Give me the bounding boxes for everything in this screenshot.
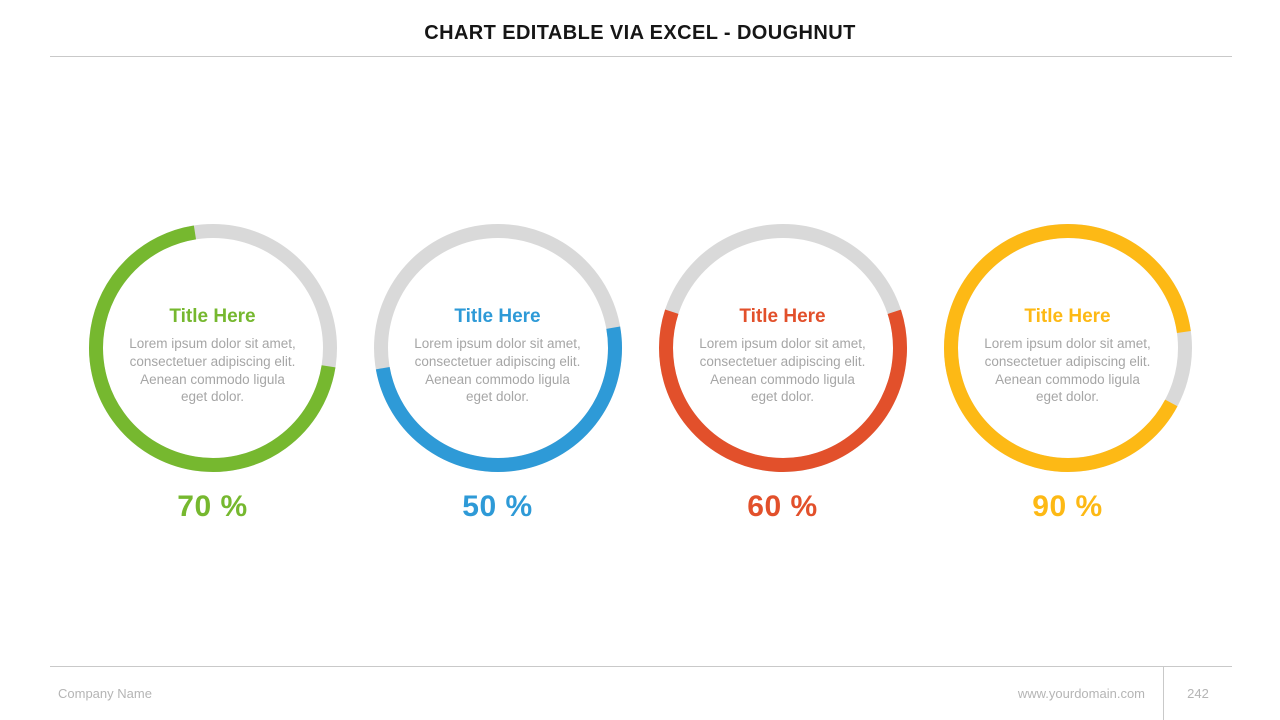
doughnut-chart (373, 224, 622, 472)
doughnut-card-3: Title Here Lorem ipsum dolor sit amet, c… (640, 223, 925, 524)
doughnut-card-2: Title Here Lorem ipsum dolor sit amet, c… (355, 223, 640, 524)
chart-description: Lorem ipsum dolor sit amet, consectetuer… (414, 335, 581, 405)
chart-description: Lorem ipsum dolor sit amet, consectetuer… (699, 335, 866, 405)
header-divider (50, 56, 1232, 57)
doughnut-chart (658, 224, 907, 472)
doughnut-chart (943, 224, 1192, 472)
doughnut-text: Title Here Lorem ipsum dolor sit amet, c… (88, 223, 338, 473)
page-title: CHART EDITABLE VIA EXCEL - DOUGHNUT (424, 22, 856, 44)
company-name: Company Name (58, 686, 152, 701)
chart-title: Title Here (454, 305, 541, 327)
website-domain: www.yourdomain.com (1017, 686, 1145, 701)
doughnut-card-4: Title Here Lorem ipsum dolor sit amet, c… (925, 223, 1210, 524)
doughnut-text: Title Here Lorem ipsum dolor sit amet, c… (658, 223, 908, 473)
chart-title: Title Here (169, 305, 256, 327)
doughnut-wrap: Title Here Lorem ipsum dolor sit amet, c… (88, 223, 338, 473)
doughnut-wrap: Title Here Lorem ipsum dolor sit amet, c… (373, 223, 623, 473)
percent-label: 70 % (177, 490, 248, 523)
page-number: 242 (1187, 686, 1209, 701)
doughnut-arc (373, 224, 622, 472)
chart-description: Lorem ipsum dolor sit amet, consectetuer… (129, 335, 296, 405)
slide-footer: Company Name www.yourdomain.com 242 (50, 666, 1232, 720)
percent-label: 50 % (462, 490, 533, 523)
slide-header: CHART EDITABLE VIA EXCEL - DOUGHNUT (0, 0, 1280, 57)
chart-title: Title Here (1024, 305, 1111, 327)
doughnut-chart (88, 224, 337, 472)
doughnut-wrap: Title Here Lorem ipsum dolor sit amet, c… (943, 223, 1193, 473)
percent-label: 60 % (747, 490, 818, 523)
doughnut-arc (943, 224, 1192, 472)
chart-title: Title Here (739, 305, 826, 327)
percent-label: 90 % (1032, 490, 1103, 523)
doughnut-text: Title Here Lorem ipsum dolor sit amet, c… (943, 223, 1193, 473)
doughnut-card-1: Title Here Lorem ipsum dolor sit amet, c… (70, 223, 355, 524)
charts-row: Title Here Lorem ipsum dolor sit amet, c… (0, 223, 1280, 524)
doughnut-wrap: Title Here Lorem ipsum dolor sit amet, c… (658, 223, 908, 473)
chart-description: Lorem ipsum dolor sit amet, consectetuer… (984, 335, 1151, 405)
footer-divider (1163, 667, 1164, 720)
doughnut-text: Title Here Lorem ipsum dolor sit amet, c… (373, 223, 623, 473)
